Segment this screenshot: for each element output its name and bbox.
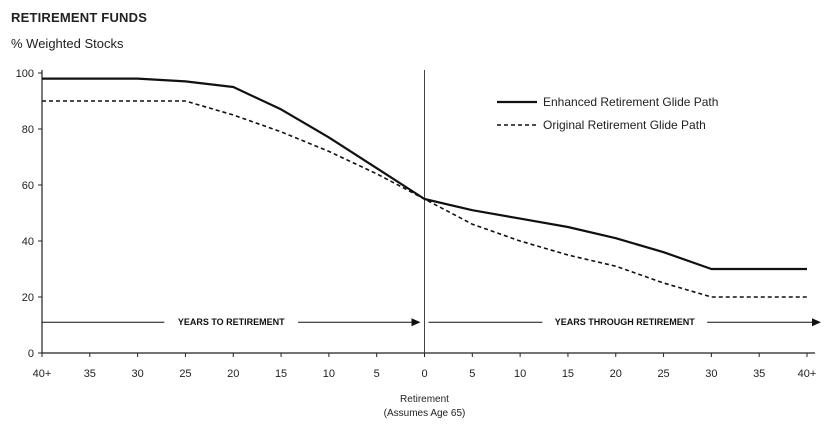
axes [42,70,815,353]
x-tick-label: 25 [179,368,191,380]
x-tick-label: 15 [562,368,574,380]
x-tick-label: 5 [374,368,380,380]
legend: Enhanced Retirement Glide Path Original R… [497,95,718,132]
x-tick-label: 15 [275,368,287,380]
years-to-retirement-arrow-label: YEARS TO RETIREMENT [178,317,285,327]
period-arrows: YEARS TO RETIREMENT YEARS THROUGH RETIREM… [42,317,821,327]
x-tick-label: 5 [469,368,475,380]
y-tick-label: 20 [22,292,34,304]
x-tick-label: 30 [132,368,144,380]
x-tick-label: 30 [705,368,717,380]
tick-labels: 0 20 40 60 80 100 40+ 35 30 25 20 15 10 5 0 5 10 15 20 25 30… [16,68,817,380]
x-axis-label-line2: (Assumes Age 65) [384,408,466,419]
y-tick-label: 80 [22,124,34,136]
x-tick-label: 20 [227,368,239,380]
x-tick-label: 35 [753,368,765,380]
years-through-retirement-arrow-label: YEARS THROUGH RETIREMENT [555,317,696,327]
x-tick-label: 20 [610,368,622,380]
years-to-retirement-arrow-arrowhead [412,318,421,326]
x-tick-label: 40+ [798,368,817,380]
legend-label: Enhanced Retirement Glide Path [543,95,718,109]
x-tick-label: 25 [657,368,669,380]
y-tick-label: 100 [16,68,34,80]
x-axis-label-line1: Retirement [400,394,449,405]
y-tick-label: 0 [28,348,34,360]
y-tick-label: 60 [22,180,34,192]
x-tick-label: 40+ [33,368,52,380]
years-through-retirement-arrow-arrowhead [812,318,821,326]
x-tick-label: 0 [421,368,427,380]
x-tick-label: 35 [84,368,96,380]
x-tick-label: 10 [323,368,335,380]
x-tick-label: 10 [514,368,526,380]
x-axis-label: Retirement (Assumes Age 65) [384,394,466,419]
y-tick-label: 40 [22,236,34,248]
legend-label: Original Retirement Glide Path [543,118,706,132]
